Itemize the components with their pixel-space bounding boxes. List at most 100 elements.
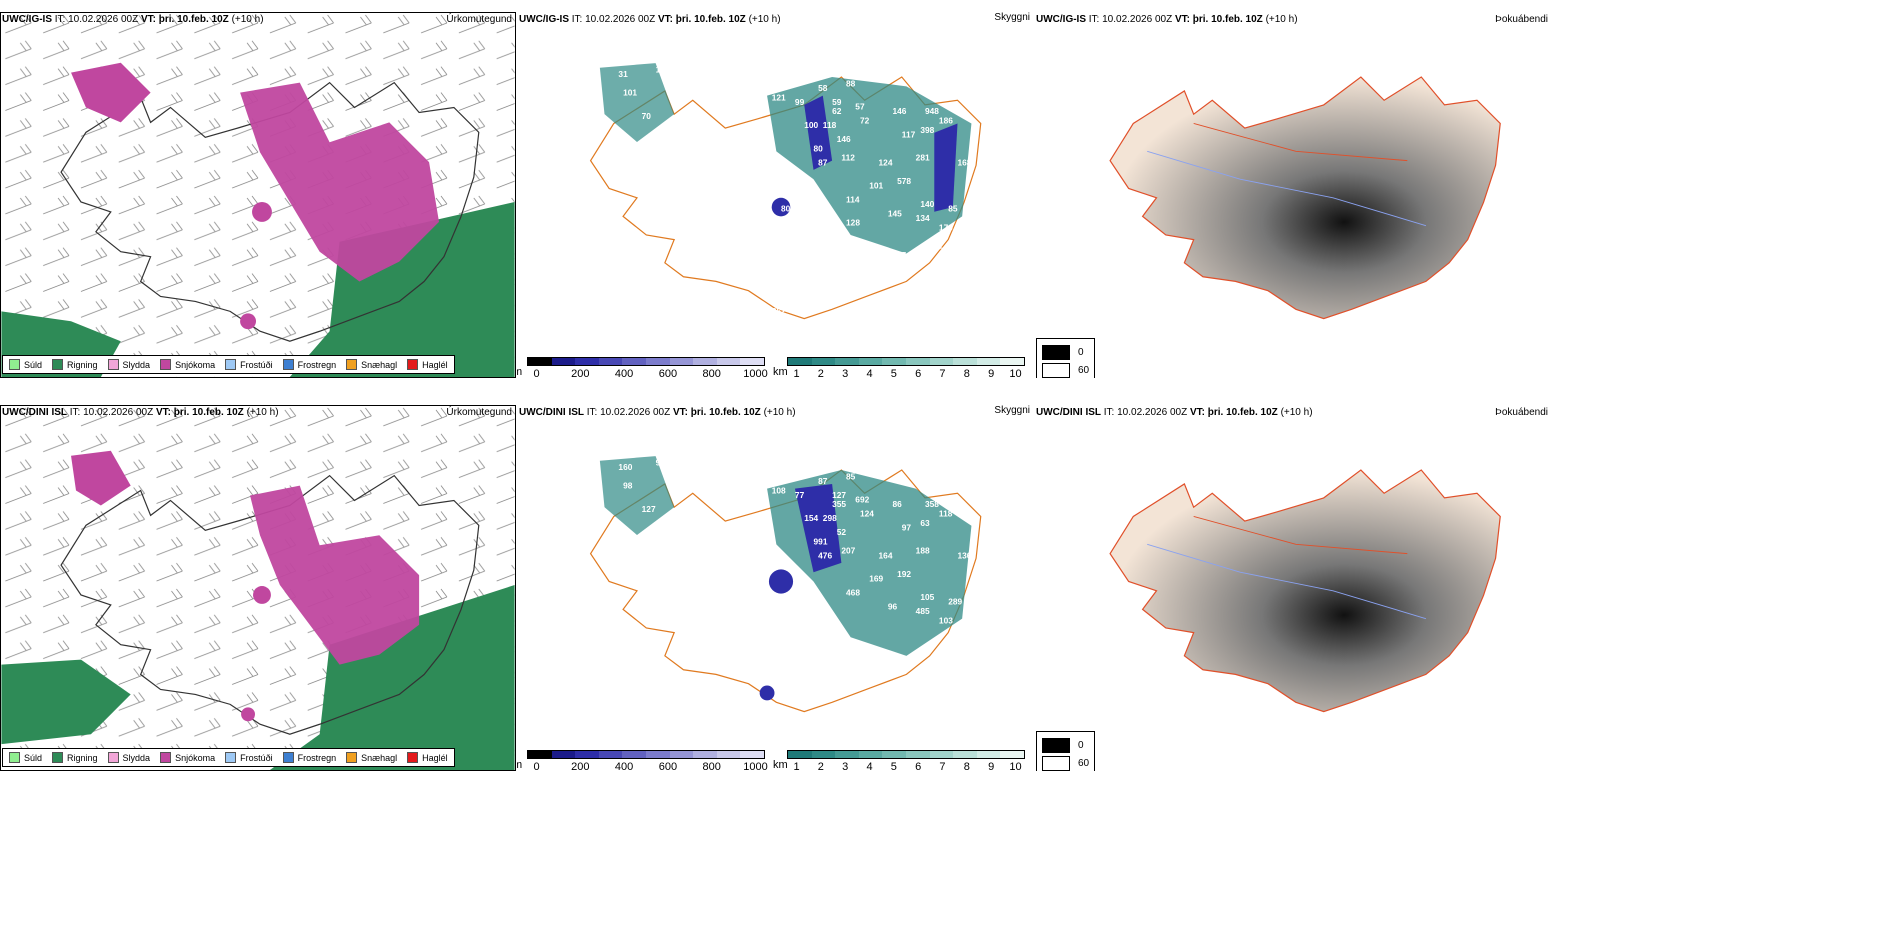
colorbar-swatch (669, 751, 694, 758)
cloud-base-label: 52 (837, 527, 847, 537)
colorbar-tick: 7 (939, 368, 946, 378)
colorbar-tick: 800 (702, 761, 721, 771)
cloud-base-label: 99 (795, 97, 805, 107)
legend-label: Snæhagl (361, 752, 398, 763)
snow-area (250, 485, 420, 665)
legend-swatch (407, 359, 419, 370)
cloud-base-label: 101 (623, 88, 637, 98)
colorbar-tick: 6 (915, 368, 922, 378)
height_bar-swatches (527, 750, 765, 759)
cloud-base-label: 168 (958, 157, 972, 167)
legend-label: Snæhagl (361, 359, 398, 370)
legend-label: Haglél (422, 359, 448, 370)
cloud-base-label: 105 (920, 592, 934, 602)
row0-precip-panel: UWC/IG-IS IT: 10.02.2026 00Z VT: þri. 10… (0, 12, 516, 378)
cloud-base-label: 72 (860, 115, 870, 125)
row1-precip-panel: UWC/DINI ISL IT: 10.02.2026 00Z VT: þri.… (0, 405, 516, 771)
legend-label: Súld (24, 752, 43, 763)
snow-area-nw (71, 62, 151, 123)
legend-swatch (346, 752, 358, 763)
colorbar-tick: 5 (890, 761, 897, 771)
colorbar-tick: 2 (817, 761, 824, 771)
colorbar-swatch (976, 751, 1001, 758)
cloud-base-label: 87 (818, 157, 828, 167)
fog-title: Þokuábendi (1495, 407, 1548, 418)
snow-area-nw (71, 450, 131, 506)
cloud-base-label: 31 (618, 69, 628, 79)
fog-legend-row: 0 (1042, 343, 1089, 361)
rain-area (269, 585, 515, 770)
cloud-base-label: 192 (897, 569, 911, 579)
colorbar-swatch (575, 751, 599, 758)
legend-swatch (52, 752, 64, 763)
cloud-base-label: 186 (939, 115, 953, 125)
colorbar-swatch (811, 358, 836, 365)
colorbar-tick: 600 (658, 368, 678, 378)
legend-swatch (160, 359, 172, 370)
colorbar-swatch (528, 358, 552, 365)
legend-label: Haglél (422, 752, 448, 763)
height-colorbar: m 0 200 400 600 800 1000 (517, 357, 768, 378)
colorbar-swatch (905, 358, 930, 365)
colorbar-swatch (1000, 751, 1024, 758)
colorbar-tick: 0 (533, 368, 540, 378)
legend-item: Frostúði (225, 752, 273, 763)
cloud-base-label: 87 (818, 476, 828, 486)
cloud-base-label: 154 (804, 513, 818, 523)
cloud-base-label: 77 (795, 490, 805, 500)
legend-item: Rigning (52, 752, 98, 763)
cloud-base-label: 124 (879, 157, 893, 167)
cloud-base-label: 135 (800, 185, 814, 195)
cloud-base-label: 355 (832, 499, 846, 509)
cloud-title: Skyggni (994, 12, 1030, 23)
cloud-base-label: 96 (888, 601, 898, 611)
colorbar-unit: m (517, 759, 523, 771)
cloud-base-label: 97 (800, 578, 810, 588)
cloud-base-label: 170 (939, 222, 953, 232)
legend-item: Snjókoma (160, 752, 215, 763)
cloud-base-label: 101 (781, 471, 795, 481)
colorbar-swatch (551, 751, 576, 758)
cloud-base-label: 13 (874, 255, 884, 265)
colorbar-tick: 5 (890, 368, 897, 378)
fog-map (1054, 405, 1534, 745)
legend-swatch (52, 359, 64, 370)
fog-header: UWC/IG-IS IT: 10.02.2026 00Z VT: þri. 10… (1036, 14, 1298, 25)
cloud-base-label: 85 (948, 204, 958, 214)
cloud-base-label: 398 (920, 125, 934, 135)
legend-item: Frostúði (225, 359, 273, 370)
fog-legend-label: 60 (1078, 364, 1090, 376)
legend-swatch (160, 752, 172, 763)
cloud-base-label: 88 (846, 78, 856, 88)
legend-swatch (407, 752, 419, 763)
colorbar-tick: 8 (963, 761, 970, 771)
legend-swatch (225, 359, 237, 370)
cloud-header: UWC/DINI ISL IT: 10.02.2026 00Z VT: þri.… (519, 407, 796, 418)
legend-label: Súld (24, 359, 43, 370)
precip-legend: Súld Rigning Slydda Snjókoma Frostúði Frostre… (2, 355, 455, 374)
legend-swatch (346, 359, 358, 370)
cloud-base-label: 62 (832, 106, 842, 116)
colorbar-swatch (788, 358, 812, 365)
colorbar-tick: 7 (939, 761, 946, 771)
cloud-base-label: 188 (916, 546, 930, 556)
colorbar-tick: 1000 (743, 368, 768, 378)
colorbar-swatch (622, 358, 646, 365)
cloud-base-label: 134 (916, 213, 930, 223)
cloud-base-label: 97 (902, 522, 912, 532)
cloud-base-label: 281 (916, 153, 930, 163)
legend-label: Snjókoma (175, 752, 216, 763)
cloud-base-label: 118 (823, 120, 837, 130)
colorbar-swatch (1000, 358, 1024, 365)
fog-legend: 0 60 (1036, 338, 1096, 378)
colorbar-tick: 400 (614, 368, 634, 378)
fog-legend-label: 0 (1078, 739, 1084, 751)
cloud-base-label: 59 (832, 97, 842, 107)
legend-item: Frostregn (282, 752, 336, 763)
cloud-base-label: 114 (846, 194, 860, 204)
colorbar-tick: 10 (1009, 368, 1022, 378)
colorbar-swatch (858, 751, 883, 758)
colorbar-tick: 10 (1009, 761, 1022, 771)
fog-legend-swatch (1042, 737, 1070, 753)
colorbar-tick: 800 (702, 368, 721, 378)
